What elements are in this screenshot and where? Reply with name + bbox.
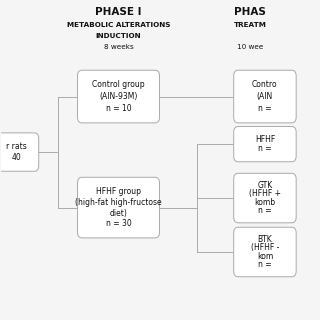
Text: r rats: r rats xyxy=(6,142,27,151)
Text: GTK: GTK xyxy=(257,181,273,190)
Text: n =: n = xyxy=(258,260,272,269)
Text: Control group: Control group xyxy=(92,80,145,89)
Text: PHAS: PHAS xyxy=(234,7,266,18)
FancyBboxPatch shape xyxy=(234,126,296,162)
Text: (AIN-93M): (AIN-93M) xyxy=(99,92,138,101)
Text: (HFHF +: (HFHF + xyxy=(249,189,281,198)
Text: INDUCTION: INDUCTION xyxy=(96,33,141,39)
Text: 10 wee: 10 wee xyxy=(237,44,263,50)
Text: PHASE I: PHASE I xyxy=(95,7,142,18)
Text: BTK: BTK xyxy=(258,235,272,244)
Text: n =: n = xyxy=(258,144,272,153)
Text: TREATM: TREATM xyxy=(234,22,267,28)
Text: (AIN: (AIN xyxy=(257,92,273,101)
FancyBboxPatch shape xyxy=(77,70,159,123)
FancyBboxPatch shape xyxy=(234,173,296,223)
Text: (high-fat high-fructose: (high-fat high-fructose xyxy=(75,198,162,207)
Text: (HFHF -: (HFHF - xyxy=(251,243,279,252)
Text: HFHF group: HFHF group xyxy=(96,187,141,196)
Text: METABOLIC ALTERATIONS: METABOLIC ALTERATIONS xyxy=(67,22,170,28)
Text: komb: komb xyxy=(254,198,276,207)
FancyBboxPatch shape xyxy=(234,70,296,123)
FancyBboxPatch shape xyxy=(77,177,159,238)
FancyBboxPatch shape xyxy=(0,133,39,171)
Text: 40: 40 xyxy=(11,153,21,162)
FancyBboxPatch shape xyxy=(234,227,296,277)
Text: n =: n = xyxy=(258,206,272,215)
Text: diet): diet) xyxy=(109,209,127,218)
Text: n = 30: n = 30 xyxy=(106,220,132,228)
Text: n = 10: n = 10 xyxy=(106,104,131,113)
Text: 8 weeks: 8 weeks xyxy=(104,44,133,50)
Text: n =: n = xyxy=(258,104,272,113)
Text: HFHF: HFHF xyxy=(255,135,275,144)
Text: Contro: Contro xyxy=(252,80,278,89)
Text: kom: kom xyxy=(257,252,273,261)
